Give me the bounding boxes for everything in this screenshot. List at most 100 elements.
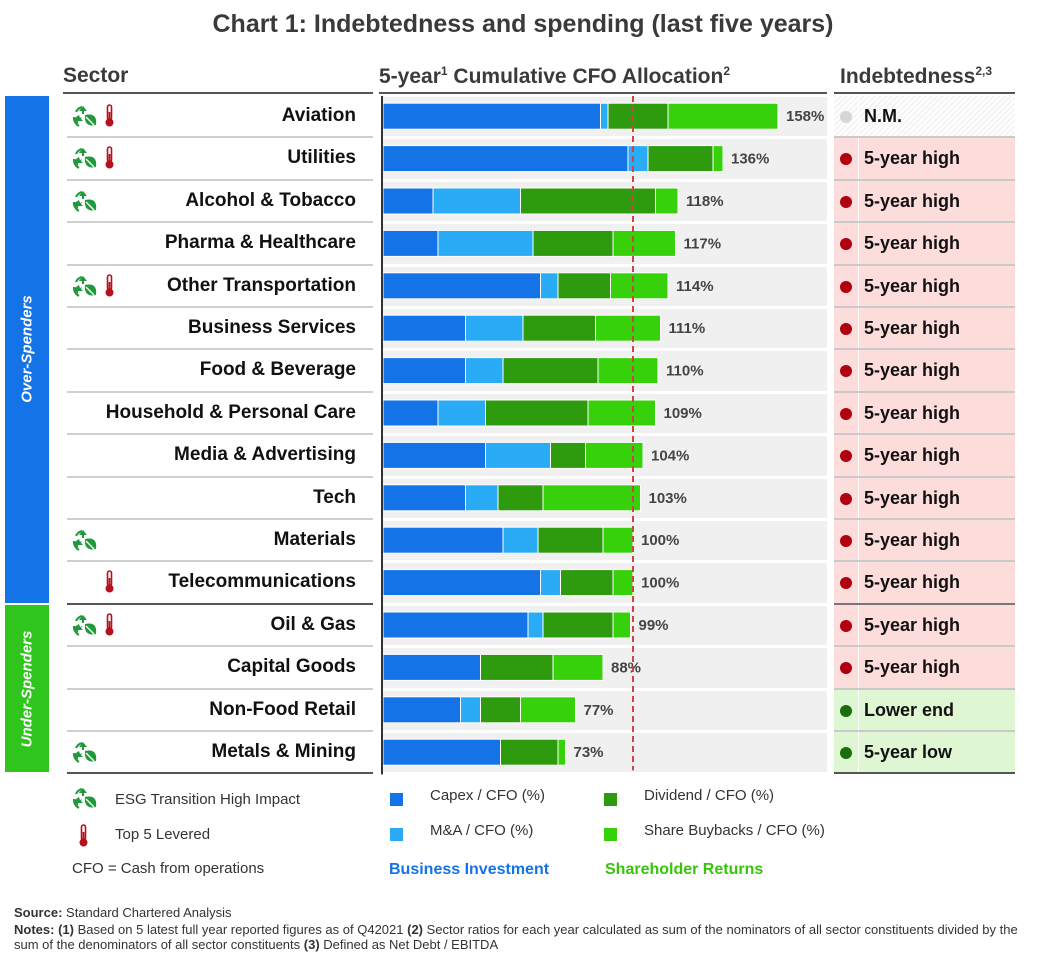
sector-name: Oil & Gas — [270, 613, 356, 635]
dividend-segment — [607, 102, 669, 130]
indebtedness-divider — [858, 138, 859, 179]
capex-segment — [382, 611, 529, 639]
indebtedness-value: 5-year high — [864, 360, 961, 381]
indebtedness-header-sup: 2,3 — [975, 64, 993, 78]
indebtedness-cell: N.M. — [834, 96, 1015, 139]
indebtedness-cell: 5-year high — [834, 647, 1015, 690]
sector-name: Non-Food Retail — [209, 698, 356, 720]
row-separator — [67, 306, 373, 308]
indebtedness-status-dot — [840, 238, 852, 251]
indebtedness-status-dot — [840, 450, 852, 463]
indebtedness-status-dot — [840, 662, 852, 675]
dividend-segment — [497, 484, 544, 512]
legend-shareholder-returns: Shareholder Returns — [605, 861, 764, 878]
note2-text: Sector ratios for each year calculated a… — [14, 922, 1018, 952]
dividend-segment — [522, 314, 596, 342]
indebtedness-status-dot — [840, 195, 852, 208]
indebtedness-value: 5-year high — [864, 148, 961, 169]
dividend-segment — [537, 526, 604, 554]
ma-segment — [502, 526, 539, 554]
capex-segment — [382, 145, 629, 173]
sector-icons — [70, 568, 130, 596]
dividend-segment — [542, 611, 614, 639]
legend-buyback-label: Share Buybacks / CFO (%) — [644, 822, 825, 839]
row-separator — [67, 645, 373, 648]
indebtedness-value: 5-year high — [864, 530, 961, 550]
bar-total-label: 73% — [574, 744, 604, 761]
capex-segment — [382, 526, 504, 554]
dividend-segment — [557, 272, 611, 300]
indebtedness-header: Indebtedness2,3 — [840, 64, 992, 89]
sector-name: Alcohol & Tobacco — [185, 189, 356, 211]
indebtedness-value: N.M. — [864, 106, 902, 126]
dividend-segment — [485, 399, 589, 427]
indebtedness-divider — [858, 180, 859, 222]
esg-transition-icon — [72, 614, 97, 636]
source-label: Source: — [14, 905, 63, 920]
buyback-segment — [610, 272, 669, 300]
indebtedness-cell: 5-year high — [834, 392, 1015, 436]
cfo-header-pre: 5-year — [379, 65, 441, 88]
sector-name: Materials — [273, 529, 356, 550]
indebtedness-divider — [858, 520, 859, 561]
capex-segment — [382, 653, 481, 681]
indebtedness-value: 5-year high — [864, 572, 961, 593]
dividend-segment — [560, 569, 614, 597]
buyback-segment — [602, 526, 634, 554]
bar-total-label: 103% — [649, 490, 687, 507]
ma-segment — [437, 399, 486, 427]
sector-name: Media & Advertising — [174, 444, 356, 466]
ma-segment — [432, 187, 521, 215]
indebtedness-value: 5-year high — [864, 233, 961, 254]
legend-levered-label: Top 5 Levered — [115, 826, 211, 843]
indebtedness-value: 5-year high — [864, 275, 961, 296]
thermometer-icon — [105, 570, 114, 593]
ma-segment — [485, 441, 551, 469]
row-separator — [67, 602, 373, 605]
row-separator — [67, 475, 373, 478]
dividend-segment — [480, 696, 521, 724]
indebtedness-cell: 5-year high — [834, 350, 1015, 393]
bar-total-label: 111% — [669, 320, 706, 337]
buyback-segment — [552, 653, 604, 681]
indebtedness-divider — [858, 689, 859, 730]
ma-segment — [600, 102, 609, 130]
indebtedness-divider — [858, 350, 859, 391]
legend-business-investment: Business Investment — [389, 861, 550, 878]
bar-total-label: 114% — [676, 278, 714, 295]
sector-name: Utilities — [287, 147, 356, 169]
indebtedness-divider — [858, 647, 859, 688]
bar-total-label: 88% — [611, 659, 641, 676]
sector-icons — [70, 526, 130, 554]
thermometer-icon — [105, 612, 114, 636]
indebtedness-cell: 5-year high — [834, 138, 1015, 181]
buyback-segment — [557, 738, 566, 766]
indebtedness-divider — [858, 223, 859, 264]
indebtedness-value: Lower end — [864, 699, 955, 720]
note1-label: (1) — [54, 922, 74, 937]
row-separator — [67, 730, 373, 732]
buyback-segment — [712, 145, 724, 173]
row-separator — [67, 263, 373, 266]
thermometer-icon — [105, 273, 114, 297]
capex-segment — [382, 357, 466, 385]
buyback-segment — [587, 399, 656, 427]
row-separator — [67, 518, 373, 520]
indebtedness-status-dot — [840, 323, 852, 335]
sector-name: Food & Beverage — [199, 359, 356, 381]
row-separator — [67, 390, 373, 393]
sector-name: Capital Goods — [227, 656, 356, 678]
legend-dividend-label: Dividend / CFO (%) — [644, 787, 775, 804]
capex-segment — [382, 484, 466, 512]
ma-segment — [527, 611, 544, 639]
note2-label: (2) — [403, 922, 423, 937]
indebtedness-value: 5-year high — [864, 445, 961, 466]
legend-esg-label: ESG Transition High Impact — [115, 791, 301, 808]
sector-icons — [70, 144, 130, 172]
notes-label: Notes: — [14, 922, 55, 937]
esg-transition-icon — [72, 106, 97, 127]
indebtedness-value: 5-year high — [864, 190, 961, 211]
ma-segment — [465, 314, 524, 342]
indebtedness-status-dot — [840, 492, 852, 505]
